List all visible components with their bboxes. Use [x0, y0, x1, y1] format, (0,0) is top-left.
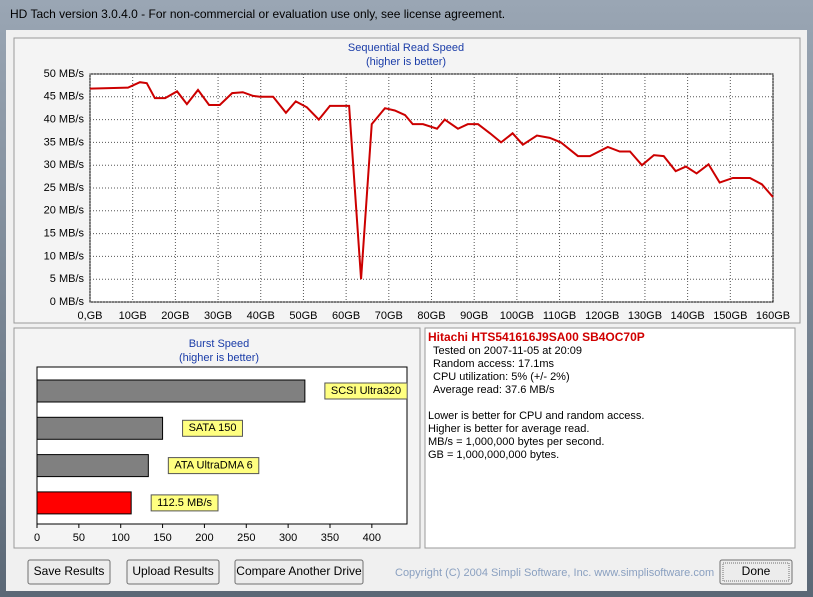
bar-label: SATA 150: [189, 422, 237, 434]
info-note: Higher is better for average read.: [428, 423, 589, 435]
y-tick-label: 15 MB/s: [44, 228, 85, 240]
focus-ring: [722, 562, 790, 582]
x-tick-label: 200: [195, 532, 213, 544]
x-tick-label: 120GB: [585, 310, 619, 322]
x-tick-label: 150: [153, 532, 171, 544]
x-tick-label: 30GB: [204, 310, 232, 322]
y-tick-label: 45 MB/s: [44, 91, 85, 103]
y-tick-label: 20 MB/s: [44, 205, 85, 217]
drive-name: Hitachi HTS541616J9SA00 SB4OC70P: [428, 330, 645, 344]
bar-label: ATA UltraDMA 6: [174, 460, 252, 472]
bar-label: 112.5 MB/s: [157, 497, 212, 509]
bar-label-box: [167, 457, 260, 475]
x-tick-label: 250: [237, 532, 255, 544]
x-tick-label: 80GB: [417, 310, 445, 322]
x-tick-label: 0: [34, 532, 40, 544]
x-tick-label: 40GB: [247, 310, 275, 322]
y-tick-label: 10 MB/s: [44, 250, 85, 262]
bar-label-box: [182, 419, 243, 437]
x-tick-label: 20GB: [161, 310, 189, 322]
bar: [36, 491, 132, 515]
y-tick-label: 5 MB/s: [50, 273, 85, 285]
x-tick-label: 400: [363, 532, 381, 544]
bar: [36, 416, 164, 440]
button-face: [126, 559, 220, 585]
x-tick-label: 300: [279, 532, 297, 544]
button[interactable]: Done: [719, 559, 793, 585]
y-tick-label: 30 MB/s: [44, 159, 85, 171]
window-title: HD Tach version 3.0.4.0 - For non-commer…: [10, 7, 505, 21]
chart-subtitle: (higher is better): [179, 352, 259, 364]
x-tick-label: 350: [321, 532, 339, 544]
button-face: [27, 559, 111, 585]
x-tick-label: 150GB: [713, 310, 747, 322]
chart-subtitle: (higher is better): [366, 56, 446, 68]
x-tick-label: 160GB: [756, 310, 790, 322]
button[interactable]: Compare Another Drive: [234, 559, 364, 585]
x-tick-label: 130GB: [628, 310, 662, 322]
button-face: [234, 559, 364, 585]
y-tick-label: 40 MB/s: [44, 114, 85, 126]
info-panel: [424, 327, 796, 549]
x-tick-label: 60GB: [332, 310, 360, 322]
x-tick-label: 70GB: [375, 310, 403, 322]
x-tick-label: 10GB: [119, 310, 147, 322]
y-tick-label: 0 MB/s: [50, 296, 85, 308]
bar: [36, 454, 149, 478]
x-tick-label: 100: [112, 532, 130, 544]
bar-label-box: [324, 382, 408, 400]
chart-title: Burst Speed: [189, 338, 250, 350]
info-note: MB/s = 1,000,000 bytes per second.: [428, 436, 604, 448]
button-label: Compare Another Drive: [236, 564, 362, 578]
info-line: CPU utilization: 5% (+/- 2%): [433, 371, 570, 383]
y-tick-label: 50 MB/s: [44, 68, 85, 80]
x-tick-label: 140GB: [671, 310, 705, 322]
info-note: Lower is better for CPU and random acces…: [428, 410, 644, 422]
x-tick-label: 100GB: [500, 310, 534, 322]
info-line: Tested on 2007-11-05 at 20:09: [433, 345, 582, 357]
button[interactable]: Upload Results: [126, 559, 220, 585]
button-label: Save Results: [34, 564, 105, 578]
button-label: Upload Results: [132, 564, 213, 578]
x-tick-label: 90GB: [460, 310, 488, 322]
info-line: Random access: 17.1ms: [433, 358, 555, 370]
x-tick-label: 50: [73, 532, 85, 544]
chart-title: Sequential Read Speed: [348, 42, 464, 54]
button[interactable]: Save Results: [27, 559, 111, 585]
y-tick-label: 25 MB/s: [44, 182, 85, 194]
x-tick-label: 0,GB: [77, 310, 102, 322]
copyright: Copyright (C) 2004 Simpli Software, Inc.…: [395, 567, 714, 579]
bar: [36, 379, 306, 403]
info-note: GB = 1,000,000,000 bytes.: [428, 449, 559, 461]
read-speed-line: [89, 81, 774, 280]
x-tick-label: 50GB: [289, 310, 317, 322]
y-tick-label: 35 MB/s: [44, 136, 85, 148]
bar-label-box: [150, 494, 219, 512]
bar-label: SCSI Ultra320: [331, 385, 401, 397]
x-tick-label: 110GB: [543, 310, 576, 322]
info-line: Average read: 37.6 MB/s: [433, 384, 555, 396]
button-label: Done: [742, 564, 771, 578]
